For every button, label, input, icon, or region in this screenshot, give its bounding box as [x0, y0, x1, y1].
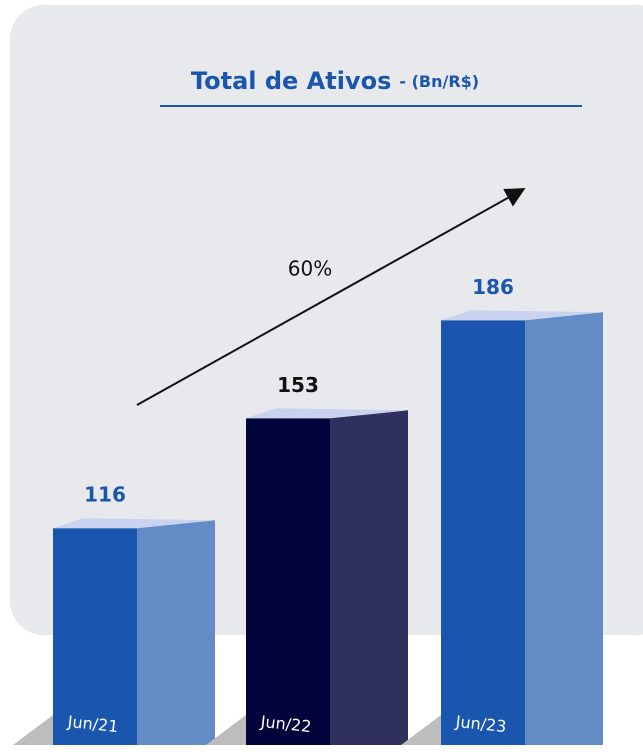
bar-side: [137, 520, 215, 745]
bar: [441, 320, 525, 745]
bar-side-shade: [525, 312, 603, 745]
bar-side-shade: [137, 520, 215, 745]
bar: [53, 528, 137, 745]
growth-annotation: 60%: [288, 257, 332, 281]
chart-subtitle: - (Bn/R$): [399, 72, 479, 91]
chart-title: Total de Ativos: [191, 67, 391, 95]
value-label: 116: [84, 483, 126, 507]
value-label: 153: [277, 373, 319, 397]
bar-side: [330, 410, 408, 745]
bar-top: [53, 518, 215, 529]
chart-title-group: Total de Ativos - (Bn/R$): [191, 67, 479, 95]
bar-top: [441, 310, 603, 321]
bar-side-shade: [330, 410, 408, 745]
bar-top: [246, 408, 408, 419]
value-label: 186: [472, 275, 514, 299]
growth-arrow: [136, 188, 526, 406]
bar-side: [525, 312, 603, 745]
bar: [246, 418, 330, 745]
